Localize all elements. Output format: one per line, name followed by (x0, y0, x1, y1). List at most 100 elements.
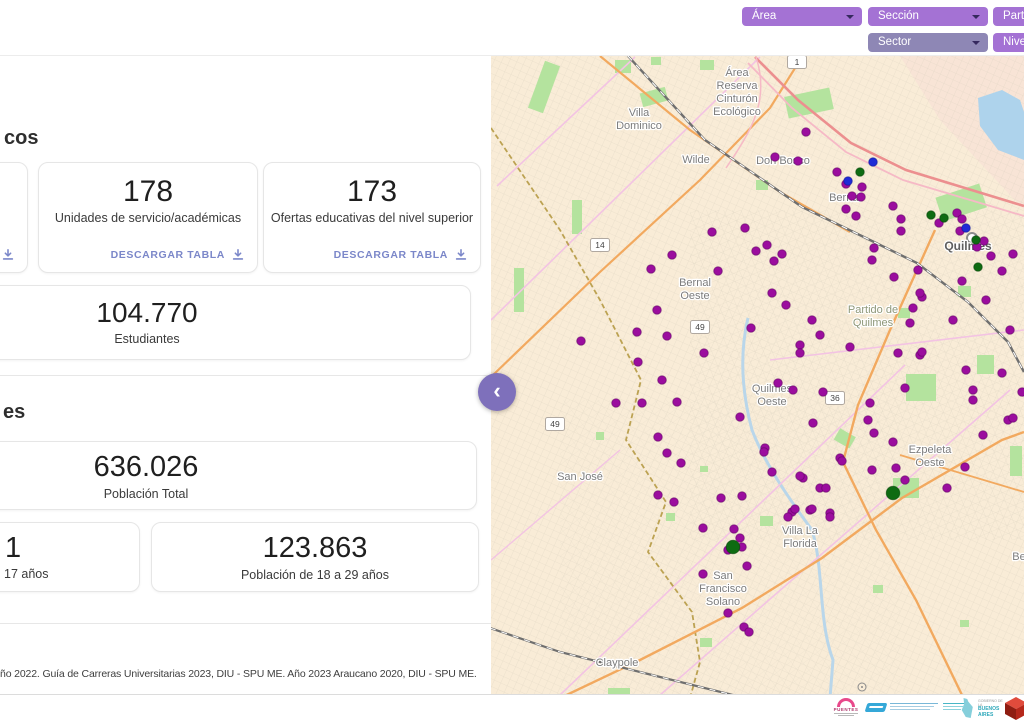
map-marker-purple[interactable] (818, 387, 828, 397)
map-marker-purple[interactable] (777, 249, 787, 259)
map-marker-purple[interactable] (942, 483, 952, 493)
map-marker-purple[interactable] (735, 533, 745, 543)
map-marker-purple[interactable] (698, 569, 708, 579)
map-marker-purple[interactable] (857, 182, 867, 192)
map-marker-purple[interactable] (948, 315, 958, 325)
download-table-button[interactable]: DESCARGAR TABLA (0, 248, 15, 262)
map-marker-green-large[interactable] (885, 485, 901, 501)
map-marker-purple[interactable] (611, 398, 621, 408)
map-marker-purple[interactable] (667, 250, 677, 260)
map-marker-purple[interactable] (1008, 249, 1018, 259)
filter-dropdown-seccion[interactable]: Sección (868, 7, 988, 26)
filter-dropdown-nivel[interactable]: Nivel (993, 33, 1024, 52)
map-marker-green[interactable] (855, 167, 865, 177)
map-canvas[interactable]: 1 14 49 49 36 Área Reserva Cinturón Ecológico Vil… (491, 56, 1024, 694)
map-marker-purple[interactable] (759, 447, 769, 457)
map-marker-purple[interactable] (801, 127, 811, 137)
map-marker-purple[interactable] (896, 226, 906, 236)
map-marker-purple[interactable] (889, 272, 899, 282)
map-marker-purple[interactable] (672, 397, 682, 407)
map-marker-purple[interactable] (746, 323, 756, 333)
map-marker-purple[interactable] (968, 385, 978, 395)
map-marker-purple[interactable] (957, 276, 967, 286)
map-marker-purple[interactable] (707, 227, 717, 237)
map-marker-purple[interactable] (869, 243, 879, 253)
map-marker-purple[interactable] (699, 348, 709, 358)
map-marker-purple[interactable] (865, 398, 875, 408)
map-marker-purple[interactable] (863, 415, 873, 425)
map-marker-purple[interactable] (723, 608, 733, 618)
map-marker-purple[interactable] (783, 512, 793, 522)
filter-dropdown-sector[interactable]: Sector (868, 33, 988, 52)
download-table-button[interactable]: DESCARGAR TABLA (334, 248, 468, 262)
map-marker-purple[interactable] (997, 368, 1007, 378)
map-marker-purple[interactable] (576, 336, 586, 346)
map-marker-purple[interactable] (807, 504, 817, 514)
map-marker-blue[interactable] (868, 157, 878, 167)
map-marker-green[interactable] (971, 235, 981, 245)
map-marker-purple[interactable] (1005, 325, 1015, 335)
map-marker-purple[interactable] (762, 240, 772, 250)
map-marker-purple[interactable] (793, 156, 803, 166)
map-marker-purple[interactable] (676, 458, 686, 468)
map-marker-purple[interactable] (893, 348, 903, 358)
map-marker-purple[interactable] (968, 395, 978, 405)
map-marker-purple[interactable] (795, 340, 805, 350)
map-marker-purple[interactable] (653, 490, 663, 500)
map-marker-purple[interactable] (908, 303, 918, 313)
map-marker-purple[interactable] (900, 383, 910, 393)
map-marker-purple[interactable] (917, 347, 927, 357)
map-marker-purple[interactable] (978, 430, 988, 440)
map-marker-purple[interactable] (751, 246, 761, 256)
map-marker-purple[interactable] (767, 288, 777, 298)
map-marker-purple[interactable] (633, 357, 643, 367)
map-marker-purple[interactable] (698, 523, 708, 533)
map-marker-purple[interactable] (767, 467, 777, 477)
map-marker-purple[interactable] (769, 256, 779, 266)
map-marker-purple[interactable] (888, 201, 898, 211)
map-marker-purple[interactable] (744, 627, 754, 637)
filter-dropdown-partido[interactable]: Partido (993, 7, 1024, 26)
map-marker-green[interactable] (973, 262, 983, 272)
map-marker-purple[interactable] (632, 327, 642, 337)
map-marker-purple[interactable] (815, 330, 825, 340)
map-marker-purple[interactable] (867, 465, 877, 475)
filter-dropdown-area[interactable]: Área (742, 7, 862, 26)
map-marker-purple[interactable] (960, 462, 970, 472)
map-marker-purple[interactable] (888, 437, 898, 447)
map-container[interactable]: 1 14 49 49 36 Área Reserva Cinturón Ecológico Vil… (491, 56, 1024, 694)
map-marker-purple[interactable] (637, 398, 647, 408)
map-marker-purple[interactable] (713, 266, 723, 276)
map-marker-green-large[interactable] (725, 539, 741, 555)
map-marker-purple[interactable] (979, 236, 989, 246)
map-marker-purple[interactable] (735, 412, 745, 422)
map-marker-purple[interactable] (905, 318, 915, 328)
map-marker-purple[interactable] (808, 418, 818, 428)
map-marker-purple[interactable] (790, 504, 800, 514)
map-marker-purple[interactable] (832, 167, 842, 177)
map-marker-purple[interactable] (652, 305, 662, 315)
map-marker-purple[interactable] (662, 331, 672, 341)
map-marker-green[interactable] (939, 213, 949, 223)
map-marker-purple[interactable] (896, 214, 906, 224)
map-marker-purple[interactable] (847, 191, 857, 201)
map-marker-purple[interactable] (821, 483, 831, 493)
map-marker-purple[interactable] (646, 264, 656, 274)
map-marker-purple[interactable] (997, 266, 1007, 276)
collapse-panel-button[interactable]: ‹ (478, 373, 516, 411)
map-marker-green[interactable] (926, 210, 936, 220)
map-marker-blue[interactable] (961, 223, 971, 233)
map-marker-purple[interactable] (657, 375, 667, 385)
map-marker-purple[interactable] (795, 348, 805, 358)
map-marker-purple[interactable] (716, 493, 726, 503)
map-marker-purple[interactable] (891, 463, 901, 473)
map-marker-purple[interactable] (662, 448, 672, 458)
map-marker-purple[interactable] (669, 497, 679, 507)
map-marker-purple[interactable] (1008, 413, 1018, 423)
map-marker-purple[interactable] (845, 342, 855, 352)
map-marker-purple[interactable] (841, 204, 851, 214)
map-marker-purple[interactable] (729, 524, 739, 534)
map-marker-purple[interactable] (795, 471, 805, 481)
map-marker-purple[interactable] (773, 378, 783, 388)
map-marker-purple[interactable] (807, 315, 817, 325)
